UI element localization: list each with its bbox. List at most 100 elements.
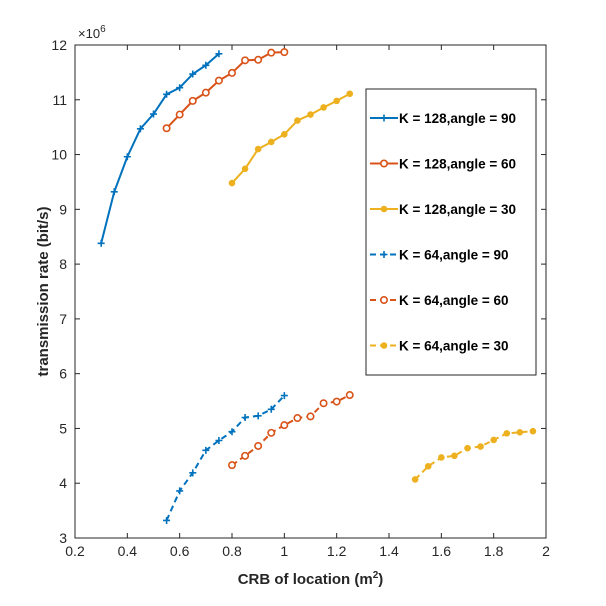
axis-ticks: 0.2 0.4 0.6 0.8 1 1.2 1.4 1.6 1.8 2 3 4 5 6 7 8 9 10 11 12 [51,37,550,559]
legend: K = 128,angle = 90 K = 128,angle = 60 K = … [365,88,537,376]
data-point [503,430,511,437]
data-point [123,153,131,161]
y-tick-label: 10 [51,147,67,163]
data-point [346,90,354,98]
data-point [254,441,263,450]
data-point [490,436,497,444]
data-point [306,412,315,421]
y-axis-multiplier: ×106 [78,24,106,41]
data-point [97,239,105,247]
y-tick-label: 11 [52,92,67,108]
y-tick-label: 7 [59,311,67,327]
x-axis-label: CRB of location (m2) [238,570,384,588]
x-tick-label: 1.2 [327,543,347,559]
data-point [332,397,341,406]
x-tick-label: 1.4 [379,543,399,559]
legend-box [365,88,537,376]
data-point [241,451,250,460]
legend-entry: K = 64,angle = 60 [370,293,509,308]
data-point [293,414,302,423]
data-point [228,428,236,436]
data-point [201,88,210,97]
x-tick-label: 0.4 [118,543,138,559]
series-2 [162,48,289,133]
y-tick-label: 3 [59,530,67,546]
data-point [150,110,157,118]
legend-label: K = 64,angle = 30 [399,339,509,354]
legend-marker [379,295,388,304]
series-5 [228,391,354,470]
legend-label: K = 128,angle = 30 [399,202,516,217]
data-point [136,125,144,133]
x-tick-label: 2 [542,543,550,559]
y-tick-label: 8 [59,256,67,272]
x-tick-label: 0.6 [170,543,190,559]
legend-entry: K = 64,angle = 90 [370,248,509,263]
axes-box [74,44,547,539]
x-tick-label: 0.2 [65,543,85,559]
y-tick-label: 4 [59,475,67,491]
data-point [254,412,262,420]
data-point [176,84,184,92]
data-point [319,399,328,408]
legend-marker [380,342,388,349]
data-point [411,476,419,483]
legend-entry: K = 128,angle = 90 [370,111,516,126]
data-point [189,70,197,78]
legend-marker [380,251,388,258]
data-point [189,469,197,477]
data-point [280,48,289,57]
legend-entry: K = 128,angle = 60 [370,157,516,172]
series-line [165,51,285,129]
y-tick-label: 9 [59,201,67,217]
data-point [254,145,262,153]
data-point [333,97,340,105]
data-point [464,444,471,452]
data-point [267,428,276,437]
series-line [165,394,286,521]
y-tick-label: 6 [59,366,67,382]
legend-label: K = 128,angle = 60 [399,157,516,172]
data-point [424,462,432,470]
data-point [267,48,276,57]
data-point [345,391,354,400]
x-tick-label: 0.8 [222,543,242,559]
data-point [267,138,275,146]
legend-label: K = 128,angle = 90 [399,111,516,126]
data-point [280,421,289,430]
series-line [414,430,534,481]
data-point [215,50,223,58]
data-point [163,516,171,524]
data-point [438,454,445,461]
data-point [477,443,484,450]
data-point [241,165,249,173]
data-point [516,428,524,436]
y-axis-label: transmission rate (bit/s) [35,206,52,376]
data-point [281,130,288,138]
data-point [228,461,237,470]
data-point [188,96,197,105]
series-4 [163,392,288,524]
data-point [162,124,171,133]
data-point [176,487,184,495]
legend-marker [380,114,388,122]
x-tick-label: 1.6 [432,543,452,559]
data-point [228,179,236,187]
data-point [307,111,314,118]
series-group [97,48,537,524]
data-point [163,90,171,98]
data-point [175,110,184,119]
series-line [231,92,351,184]
data-point [267,405,275,413]
y-tick-label: 12 [51,37,67,53]
legend-label: K = 64,angle = 60 [399,293,509,308]
data-point [202,446,210,454]
data-point [214,76,223,85]
legend-marker [379,159,388,168]
x-tick-label: 1.8 [484,543,504,559]
series-1 [97,50,223,247]
data-point [228,68,237,77]
data-point [202,61,210,69]
legend-entry: K = 128,angle = 30 [370,202,516,217]
